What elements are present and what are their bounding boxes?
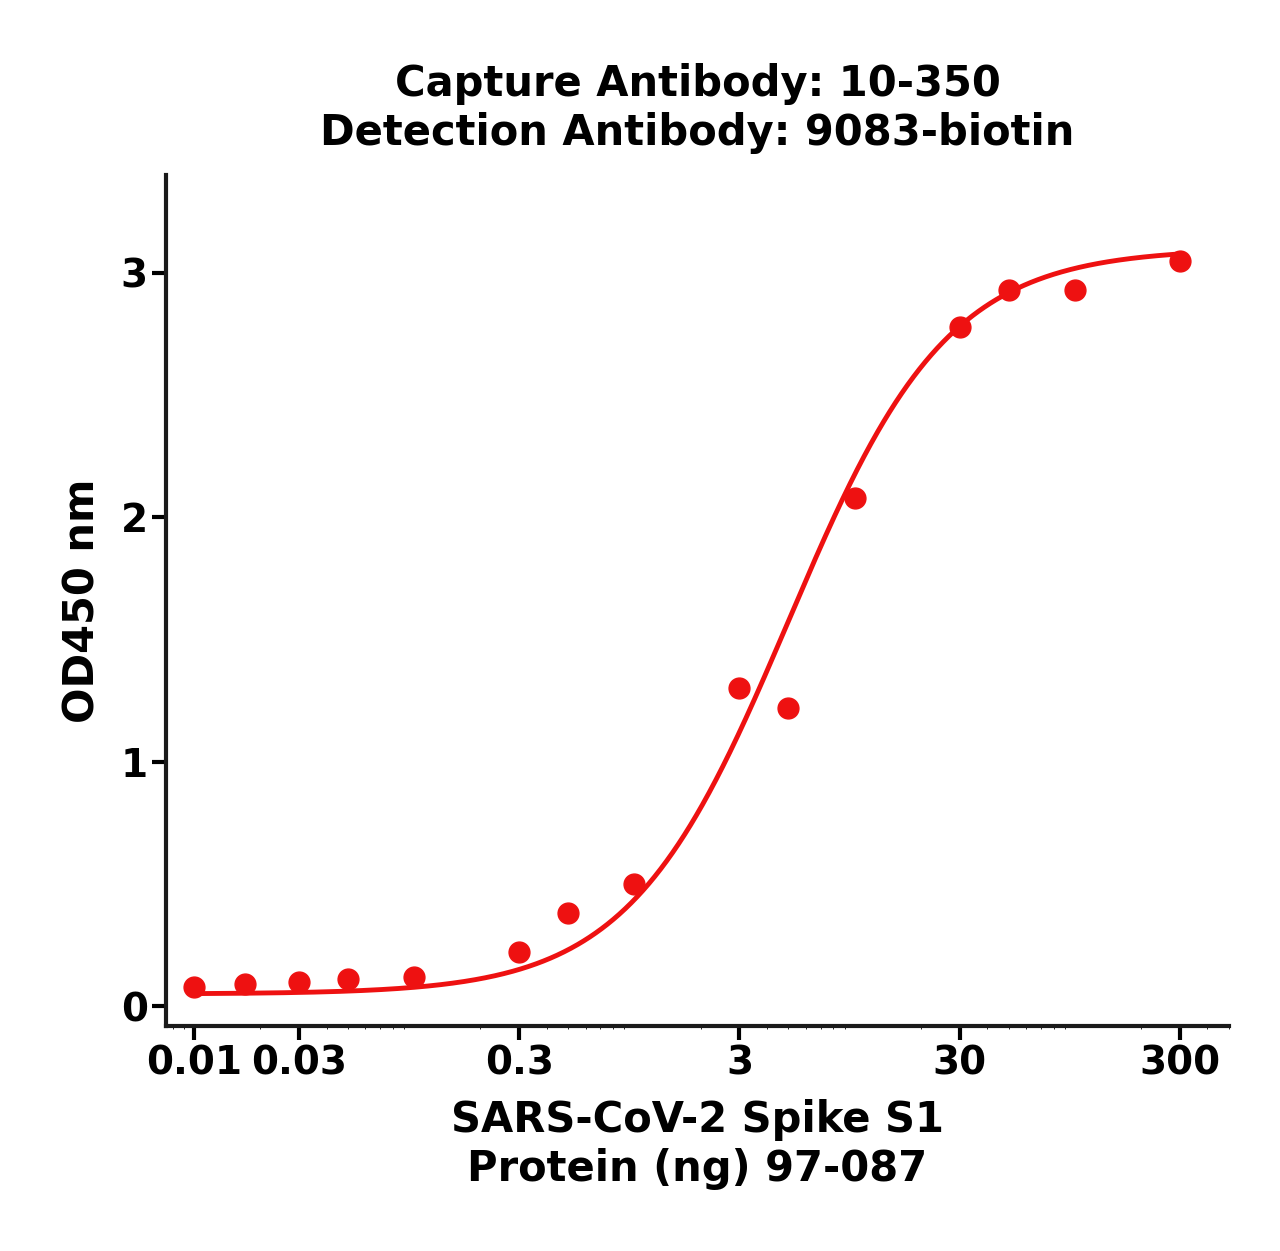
Point bbox=[558, 903, 579, 923]
Point bbox=[234, 975, 255, 995]
Y-axis label: OD450 nm: OD450 nm bbox=[61, 478, 104, 723]
Point bbox=[404, 967, 425, 987]
Title: Capture Antibody: 10-350
Detection Antibody: 9083-biotin: Capture Antibody: 10-350 Detection Antib… bbox=[320, 63, 1075, 154]
Point bbox=[625, 874, 645, 894]
Point bbox=[730, 678, 750, 698]
Point bbox=[1065, 280, 1085, 300]
Point bbox=[950, 317, 970, 337]
Point bbox=[509, 942, 530, 962]
X-axis label: SARS-CoV-2 Spike S1
Protein (ng) 97-087: SARS-CoV-2 Spike S1 Protein (ng) 97-087 bbox=[451, 1100, 945, 1190]
Point bbox=[778, 698, 799, 718]
Point bbox=[998, 280, 1019, 300]
Point bbox=[338, 970, 358, 990]
Point bbox=[1170, 250, 1190, 270]
Point bbox=[845, 488, 865, 508]
Point bbox=[183, 977, 204, 997]
Point bbox=[289, 972, 310, 992]
